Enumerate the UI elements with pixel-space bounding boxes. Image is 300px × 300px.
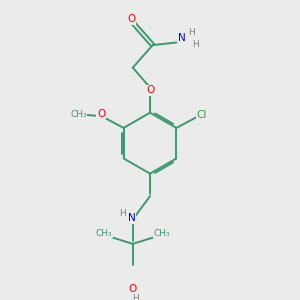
Text: H: H [119, 209, 126, 218]
Text: H: H [192, 40, 199, 49]
Text: O: O [127, 14, 136, 24]
Text: N: N [128, 213, 135, 223]
Text: O: O [146, 85, 154, 95]
Text: CH₃: CH₃ [153, 229, 170, 238]
Text: H: H [132, 294, 139, 300]
Text: H: H [188, 28, 194, 37]
Text: Cl: Cl [196, 110, 207, 120]
Text: O: O [97, 109, 105, 119]
Text: O: O [129, 284, 137, 294]
Text: CH₃: CH₃ [70, 110, 87, 118]
Text: CH₃: CH₃ [96, 229, 112, 238]
Text: N: N [178, 34, 186, 44]
